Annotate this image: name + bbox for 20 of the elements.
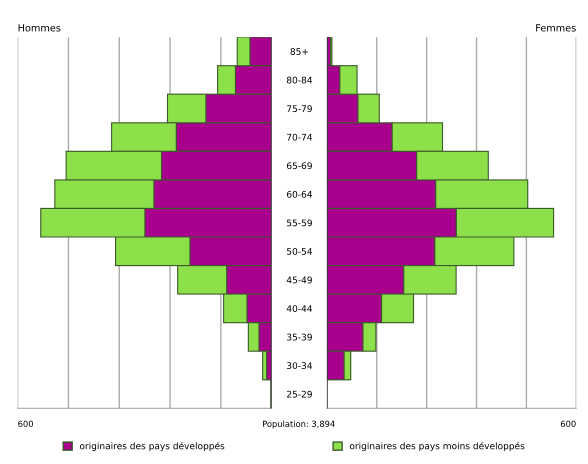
legend-label: originaires des pays développés — [80, 442, 224, 452]
y-tick-label: 35-39 — [287, 334, 312, 340]
y-tick-label: 65-69 — [286, 162, 312, 170]
chart-title: Hommes — [18, 24, 60, 32]
text: Population: 3,894 — [262, 420, 335, 429]
y-tick-label: 50-54 — [287, 248, 312, 255]
y-tick-label: 70-74 — [287, 134, 312, 141]
text: 600 — [560, 420, 576, 427]
legend-label: originaires des pays moins développés — [350, 442, 524, 452]
text: 600 — [18, 420, 33, 427]
y-tick-label: 25-29 — [286, 390, 312, 398]
y-tick-label: 80-84 — [286, 76, 312, 84]
y-tick-label: 45-49 — [286, 276, 312, 284]
y-tick-label: 55-59 — [287, 219, 312, 226]
y-tick-label: 30-34 — [287, 362, 312, 370]
chart-title: Femmes — [536, 24, 576, 32]
y-tick-label: 60-64 — [286, 190, 312, 198]
y-tick-label: 85+ — [290, 48, 308, 55]
y-tick-label: 75-79 — [287, 105, 312, 112]
y-tick-label: 40-44 — [286, 305, 312, 312]
